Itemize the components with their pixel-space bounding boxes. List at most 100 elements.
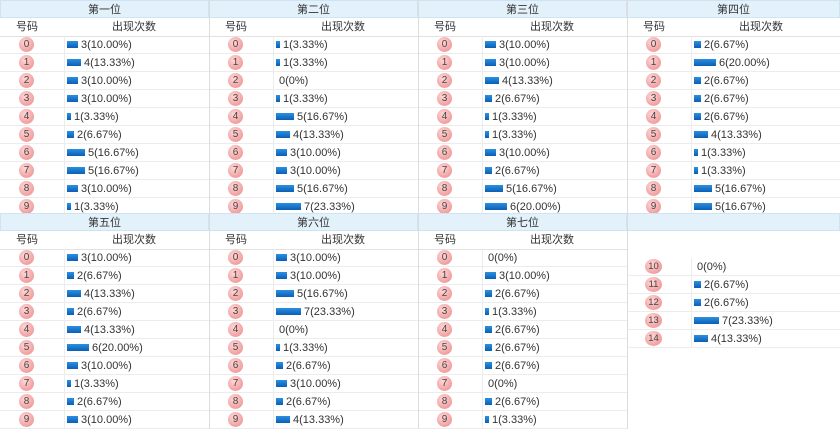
count-bar [694, 41, 701, 48]
count-label: 2(6.67%) [495, 324, 540, 336]
count-bar [485, 41, 496, 48]
table-row: 6 3(10.00%) [418, 144, 627, 162]
count-bar [694, 113, 701, 120]
count-label: 1(3.33%) [74, 378, 119, 390]
table-row: 0 0(0%) [418, 249, 627, 267]
cell-divider [64, 180, 65, 197]
position-panel-5: 第五位 号码 出现次数 0 3(10.00%) 1 2(6.67%) 2 4(13.33%) 3 2… [0, 213, 209, 429]
count-bar [694, 95, 701, 102]
count-label: 3(10.00%) [290, 270, 341, 282]
count-bar [485, 362, 492, 369]
number-ball: 8 [228, 394, 243, 409]
table-row: 2 4(13.33%) [0, 285, 209, 303]
table-row: 0 3(10.00%) [418, 36, 627, 54]
count-bar [276, 416, 290, 423]
count-column-header: 出现次数 [321, 21, 365, 33]
number-ball: 0 [19, 250, 34, 265]
table-row: 1 3(10.00%) [209, 267, 418, 285]
count-label: 5(16.67%) [297, 288, 348, 300]
count-label: 0(0%) [697, 261, 727, 273]
table-row: 3 7(23.33%) [209, 303, 418, 321]
table-row: 4 0(0%) [209, 321, 418, 339]
number-ball: 11 [645, 277, 662, 292]
table-row: 6 2(6.67%) [418, 357, 627, 375]
count-label: 3(10.00%) [81, 183, 132, 195]
count-label: 6(20.00%) [510, 201, 561, 213]
count-bar [485, 113, 489, 120]
panel-title [627, 213, 840, 231]
count-bar [276, 167, 287, 174]
count-label: 3(10.00%) [499, 39, 550, 51]
count-label: 2(6.67%) [495, 93, 540, 105]
count-bar [485, 59, 496, 66]
count-label: 7(23.33%) [304, 306, 355, 318]
table-row: 4 4(13.33%) [0, 321, 209, 339]
count-bar [276, 362, 283, 369]
cell-divider [273, 249, 274, 266]
table-row: 2 5(16.67%) [209, 285, 418, 303]
table-row: 3 1(3.33%) [209, 90, 418, 108]
table-row: 8 2(6.67%) [0, 393, 209, 411]
cell-divider [64, 393, 65, 410]
number-ball: 3 [437, 91, 452, 106]
table-row: 0 2(6.67%) [627, 36, 840, 54]
count-label: 2(6.67%) [77, 129, 122, 141]
count-label: 1(3.33%) [492, 414, 537, 426]
table-row: 2 0(0%) [209, 72, 418, 90]
number-ball: 8 [19, 394, 34, 409]
count-label: 4(13.33%) [293, 414, 344, 426]
number-ball: 7 [228, 163, 243, 178]
table-row: 5 4(13.33%) [209, 126, 418, 144]
cell-divider [691, 144, 692, 161]
cell-divider [691, 162, 692, 179]
cell-divider [273, 267, 274, 284]
count-bar [67, 203, 71, 210]
count-bar [276, 272, 287, 279]
table-row: 7 0(0%) [418, 375, 627, 393]
panel-separator [209, 213, 210, 429]
table-row: 1 3(10.00%) [418, 267, 627, 285]
number-ball: 3 [19, 91, 34, 106]
cell-divider [273, 144, 274, 161]
count-bar [67, 290, 81, 297]
cell-divider [482, 198, 483, 215]
count-label: 1(3.33%) [74, 201, 119, 213]
number-ball: 2 [228, 286, 243, 301]
count-bar [485, 185, 503, 192]
cell-divider [64, 198, 65, 215]
count-bar [276, 308, 301, 315]
number-ball: 1 [228, 268, 243, 283]
count-label: 3(10.00%) [499, 147, 550, 159]
panel-header: 号码 出现次数 [0, 18, 209, 37]
position-panel-7: 第七位 号码 出现次数 0 0(0%) 1 3(10.00%) 2 2(6.67%) 3 1(3.3… [418, 213, 627, 429]
number-ball: 2 [228, 73, 243, 88]
count-label: 3(10.00%) [290, 165, 341, 177]
number-ball: 8 [228, 181, 243, 196]
count-bar [276, 290, 294, 297]
count-bar [67, 149, 85, 156]
number-ball: 0 [437, 37, 452, 52]
cell-divider [482, 144, 483, 161]
count-column-header: 出现次数 [321, 234, 365, 246]
number-ball: 1 [646, 55, 661, 70]
number-ball: 7 [437, 376, 452, 391]
number-column-header: 号码 [643, 21, 665, 33]
number-ball: 5 [228, 340, 243, 355]
cell-divider [273, 72, 274, 89]
count-bar [694, 185, 712, 192]
table-row: 0 3(10.00%) [0, 36, 209, 54]
position-panel-8: 10 0(0%) 11 2(6.67%) 12 2(6.67%) 13 7(23.33%) 14… [627, 213, 840, 429]
count-bar [67, 185, 78, 192]
count-label: 5(16.67%) [297, 111, 348, 123]
number-ball: 9 [646, 199, 661, 214]
number-ball: 3 [646, 91, 661, 106]
number-ball: 9 [19, 412, 34, 427]
panel-title: 第二位 [209, 0, 418, 18]
count-bar [485, 344, 492, 351]
cell-divider [64, 285, 65, 302]
count-label: 1(3.33%) [283, 342, 328, 354]
number-ball: 1 [437, 268, 452, 283]
position-panel-4: 第四位 号码 出现次数 0 2(6.67%) 1 6(20.00%) 2 2(6.67%) 3 2(… [627, 0, 840, 216]
cell-divider [691, 54, 692, 71]
count-label: 1(3.33%) [283, 93, 328, 105]
